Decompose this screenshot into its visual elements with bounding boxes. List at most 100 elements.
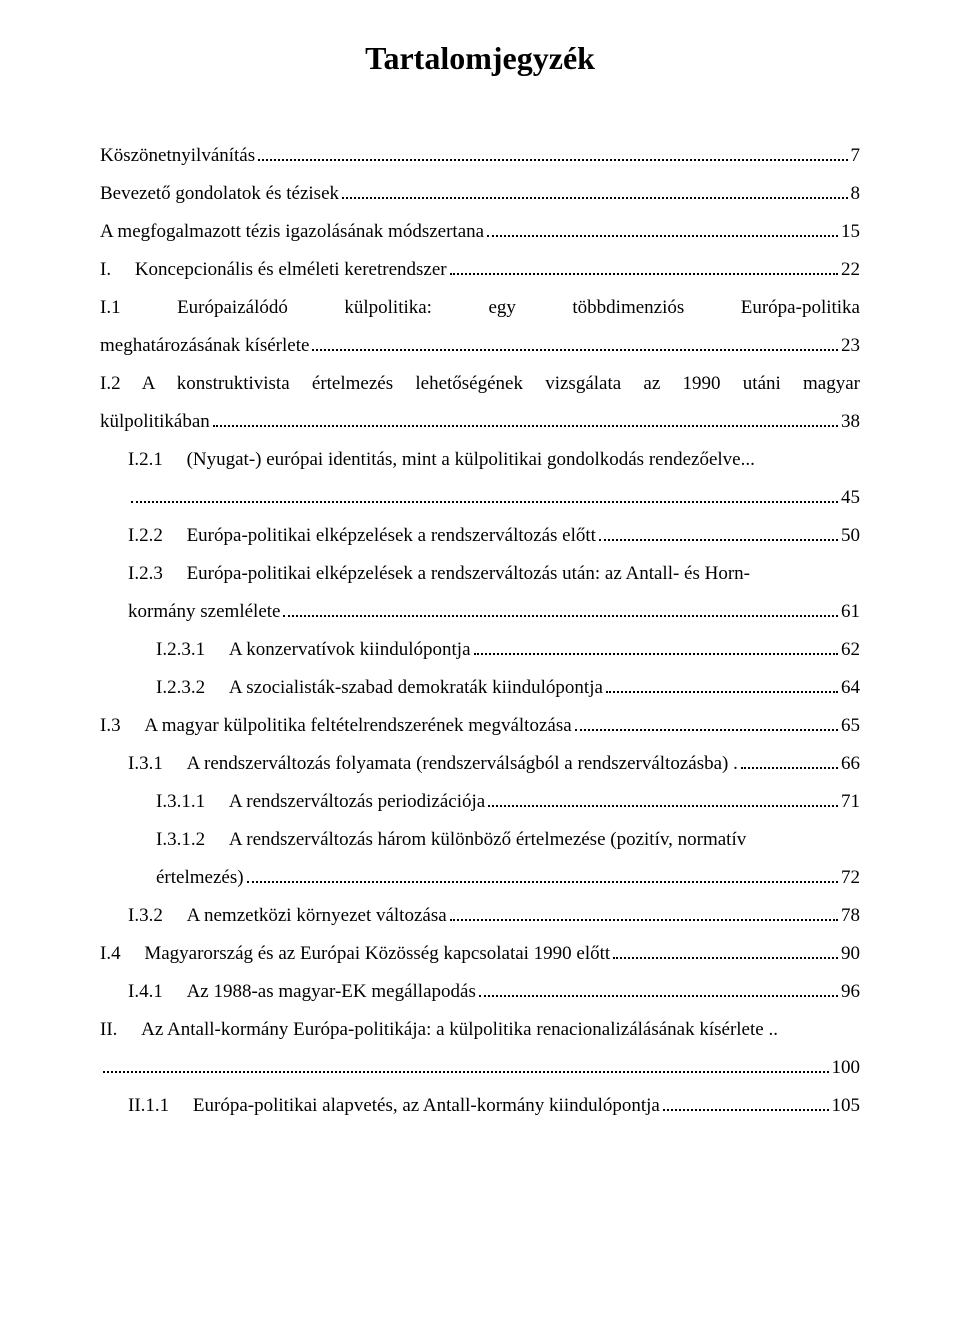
toc-entry-page: 78: [841, 897, 860, 935]
toc-entry: I. Koncepcionális és elméleti keretrends…: [100, 251, 860, 289]
toc-entry-text: külpolitikában: [100, 403, 210, 441]
toc-entry-text: I.1 Európaizálódó külpolitika: egy többd…: [100, 289, 860, 327]
toc-entry-text: A szocialisták-szabad demokraták kiindul…: [229, 669, 603, 707]
toc-dots: [131, 501, 838, 503]
toc-entry-text: Európa-politikai alapvetés, az Antall-ko…: [193, 1087, 660, 1125]
toc-dots: [450, 919, 838, 921]
toc-entry-page: 100: [832, 1049, 861, 1087]
toc-entry-text: A konzervatívok kiindulópontja: [229, 631, 471, 669]
toc-entry-sep: [111, 251, 135, 289]
toc-entry-text: A magyar külpolitika feltételrendszeréne…: [144, 707, 571, 745]
toc-dots: [258, 159, 847, 161]
toc-entry-page: 66: [841, 745, 860, 783]
toc-entry-sep: [163, 441, 187, 479]
toc-entry-text: A rendszerváltozás periodizációja: [229, 783, 485, 821]
toc-entry-continuation: értelmezés) 72: [100, 859, 860, 897]
toc-entry-text: értelmezés): [156, 859, 244, 897]
toc-entry-label: I.2.2: [128, 517, 163, 555]
toc-list: Köszönetnyilvánítás7Bevezető gondolatok …: [100, 137, 860, 1125]
toc-entry-text: meghatározásának kísérlete: [100, 327, 309, 365]
toc-entry-page: 8: [851, 175, 861, 213]
toc-entry-label: I.4.1: [128, 973, 163, 1011]
toc-entry-text: A megfogalmazott tézis igazolásának móds…: [100, 213, 484, 251]
toc-entry-text: A rendszerváltozás folyamata (rendszervá…: [187, 745, 738, 783]
toc-entry: II. Az Antall-kormány Európa-politikája:…: [100, 1011, 860, 1049]
toc-entry: I.2.2 Európa-politikai elképzelések a re…: [100, 517, 860, 555]
toc-entry-label: I.4: [100, 935, 121, 973]
toc-entry-page: 71: [841, 783, 860, 821]
toc-entry-continuation: 45: [100, 479, 860, 517]
toc-entry: I.3.2 A nemzetközi környezet változása78: [100, 897, 860, 935]
toc-entry-page: 72: [841, 859, 860, 897]
toc-entry-continuation: 100: [100, 1049, 860, 1087]
toc-entry-text: kormány szemlélete: [128, 593, 280, 631]
toc-entry-sep: [205, 631, 229, 669]
toc-entry-text: Magyarország és az Európai Közösség kapc…: [144, 935, 610, 973]
toc-entry-page: 90: [841, 935, 860, 973]
toc-dots: [312, 349, 838, 351]
toc-entry-continuation: kormány szemlélete 61: [100, 593, 860, 631]
toc-entry-sep: [169, 1087, 193, 1125]
toc-dots: [741, 767, 838, 769]
toc-entry-text: Koncepcionális és elméleti keretrendszer: [135, 251, 447, 289]
toc-dots: [606, 691, 838, 693]
toc-entry-page: 96: [841, 973, 860, 1011]
toc-dots: [599, 539, 838, 541]
toc-entry-label: I.3.1: [128, 745, 163, 783]
toc-entry-page: 38: [841, 403, 860, 441]
toc-entry-sep: [163, 973, 187, 1011]
toc-entry: I.2.3 Európa-politikai elképzelések a re…: [100, 555, 860, 593]
toc-entry-label: I.2.3: [128, 555, 163, 593]
toc-entry: I.2.3.2 A szocialisták-szabad demokraták…: [100, 669, 860, 707]
toc-entry: Bevezető gondolatok és tézisek 8: [100, 175, 860, 213]
toc-entry-sep: [117, 1011, 141, 1049]
toc-entry-page: 7: [851, 137, 861, 175]
toc-entry: A megfogalmazott tézis igazolásának móds…: [100, 213, 860, 251]
toc-entry-label: I.3.1.1: [156, 783, 205, 821]
toc-entry-sep: [163, 555, 187, 593]
toc-entry-sep: [205, 783, 229, 821]
toc-entry-page: 15: [841, 213, 860, 251]
toc-entry-label: I.2.1: [128, 441, 163, 479]
toc-entry-sep: [163, 745, 187, 783]
toc-entry: I.3.1 A rendszerváltozás folyamata (rend…: [100, 745, 860, 783]
toc-entry-page: 61: [841, 593, 860, 631]
toc-dots: [283, 615, 838, 617]
toc-dots: [213, 425, 838, 427]
toc-dots: [103, 1071, 829, 1073]
toc-entry-text: A nemzetközi környezet változása: [187, 897, 447, 935]
toc-entry-sep: [163, 517, 187, 555]
toc-entry-text: Európa-politikai elképzelések a rendszer…: [187, 517, 596, 555]
toc-entry-page: 45: [841, 479, 860, 517]
toc-entry-sep: [121, 707, 145, 745]
toc-entry-text: Köszönetnyilvánítás: [100, 137, 255, 175]
toc-entry-page: 64: [841, 669, 860, 707]
toc-entry: I.1 Európaizálódó külpolitika: egy többd…: [100, 289, 860, 327]
toc-entry-text: A rendszerváltozás három különböző értel…: [229, 821, 746, 859]
toc-entry: II.1.1 Európa-politikai alapvetés, az An…: [100, 1087, 860, 1125]
page: Tartalomjegyzék Köszönetnyilvánítás7Beve…: [0, 0, 960, 1317]
toc-dots: [474, 653, 838, 655]
toc-dots: [663, 1109, 829, 1111]
toc-entry-text: Bevezető gondolatok és tézisek: [100, 175, 339, 213]
toc-entry: I.3.1.2 A rendszerváltozás három különbö…: [100, 821, 860, 859]
toc-entry-label: I.: [100, 251, 111, 289]
toc-entry-label: I.2.3.2: [156, 669, 205, 707]
toc-entry: I.2.1 (Nyugat-) európai identitás, mint …: [100, 441, 860, 479]
toc-entry-text: (Nyugat-) európai identitás, mint a külp…: [187, 441, 755, 479]
toc-dots: [488, 805, 838, 807]
toc-dots: [487, 235, 838, 237]
toc-entry-text: I.2 A konstruktivista értelmezés lehetős…: [100, 365, 860, 403]
toc-entry-continuation: külpolitikában 38: [100, 403, 860, 441]
toc-entry-sep: [205, 669, 229, 707]
toc-entry-page: 22: [841, 251, 860, 289]
toc-dots: [450, 273, 838, 275]
toc-entry: I.4 Magyarország és az Európai Közösség …: [100, 935, 860, 973]
toc-entry-page: 62: [841, 631, 860, 669]
toc-entry: I.2 A konstruktivista értelmezés lehetős…: [100, 365, 860, 403]
toc-entry-page: 105: [832, 1087, 861, 1125]
toc-entry-label: I.3.1.2: [156, 821, 205, 859]
toc-entry: I.4.1 Az 1988-as magyar-EK megállapodás9…: [100, 973, 860, 1011]
toc-entry-sep: [163, 897, 187, 935]
toc-dots: [342, 197, 847, 199]
